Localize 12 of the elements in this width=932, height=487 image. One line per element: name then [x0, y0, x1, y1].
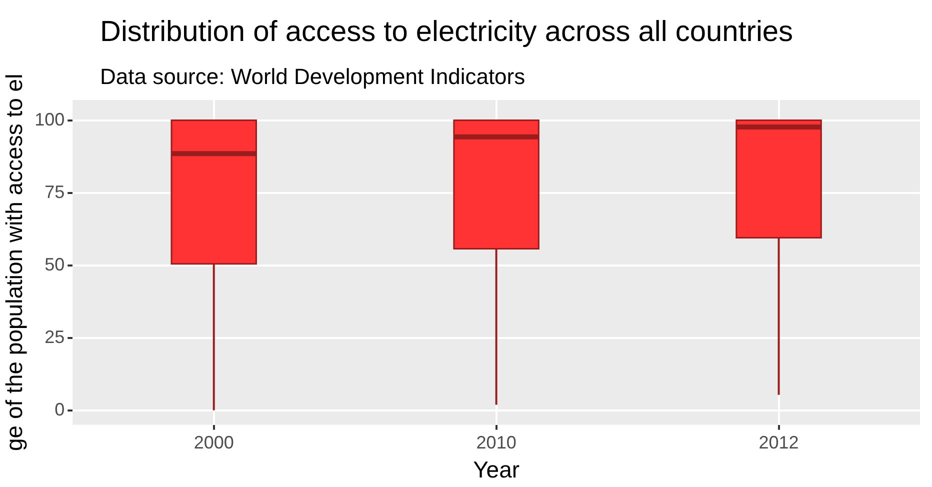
y-axis-title: ge of the population with access to el [1, 74, 28, 451]
chart-title: Distribution of access to electricity across all countries [100, 16, 794, 49]
x-tick-label: 2010 [476, 432, 516, 453]
y-tick-label: 0 [54, 399, 65, 420]
x-tick-label: 2000 [194, 432, 234, 453]
y-tick-label: 75 [44, 182, 65, 202]
chart-subtitle: Data source: World Development Indicators [100, 64, 526, 90]
x-axis-title: Year [473, 456, 520, 483]
y-tick-label: 25 [44, 326, 65, 347]
x-tick-label: 2012 [758, 432, 799, 453]
y-tick-label: 100 [34, 109, 65, 130]
y-tick-label: 50 [44, 254, 65, 274]
